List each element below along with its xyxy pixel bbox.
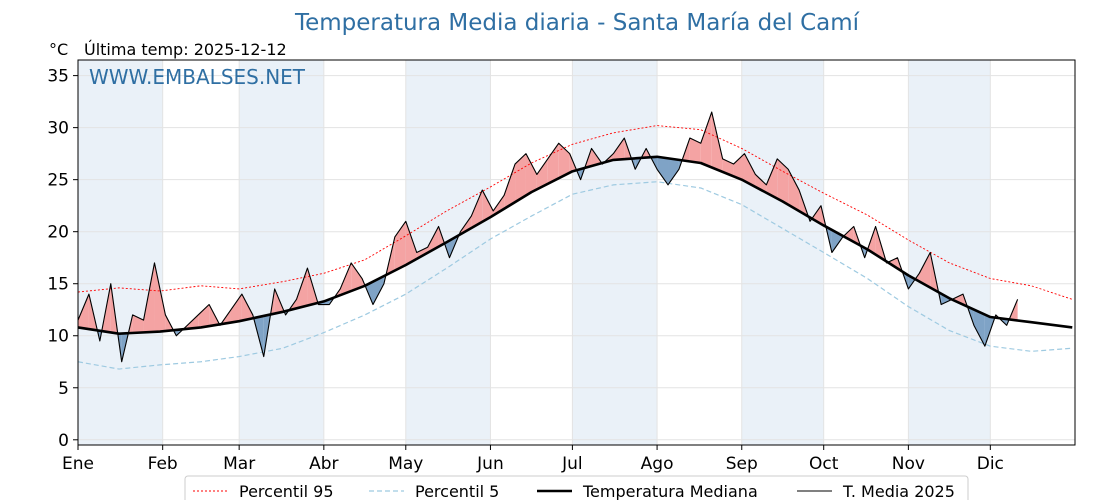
x-tick-label: Feb [148, 454, 178, 474]
x-axis: Ene Feb Mar Abr May Jun Jul Ago Sep Oct Nov Dic [62, 445, 1004, 474]
y-axis: 0 5 10 15 20 25 30 35 [47, 67, 78, 451]
fill-above-median [711, 112, 723, 172]
fill-above-median [788, 169, 800, 212]
median-line [77, 155, 1073, 335]
y-tick-label: 25 [47, 171, 69, 191]
x-tick-label: Nov [892, 454, 925, 474]
fill-above-median [340, 262, 352, 296]
fill-above-median [405, 221, 417, 265]
watermark-text: WWW.EMBALSES.NET [89, 65, 306, 89]
fill-below-median [973, 309, 985, 347]
y-tick-label: 15 [47, 275, 69, 295]
month-band-nov [908, 60, 991, 445]
fill-above-median [733, 153, 745, 182]
fill-above-median [515, 153, 526, 203]
legend-label: Percentil 95 [239, 482, 334, 500]
series-lines [77, 111, 1073, 370]
legend-label: T. Media 2025 [842, 482, 955, 500]
fill-below-median [657, 156, 669, 185]
x-tick-label: Sep [726, 454, 758, 474]
y-tick-label: 20 [47, 223, 69, 243]
fill-above-median [547, 143, 559, 184]
legend-label: Temperatura Mediana [582, 482, 758, 500]
x-tick-label: Jul [561, 454, 583, 474]
year-2025-line [77, 111, 1019, 363]
fill-above-median [154, 262, 166, 332]
month-band-sep [741, 60, 824, 445]
fill-above-median [482, 190, 494, 222]
fill-above-median [143, 262, 155, 333]
y-tick-label: 10 [47, 327, 69, 347]
month-band-ene [78, 60, 163, 445]
x-tick-label: Abr [309, 454, 338, 474]
fill-above-median [241, 294, 253, 321]
last-temp-label: Última temp: 2025-12-12 [84, 40, 287, 59]
fill-above-median [700, 112, 712, 168]
chart-title: Temperatura Media diaria - Santa María d… [294, 10, 860, 36]
p5-line [77, 181, 1073, 370]
x-tick-label: Jun [476, 454, 504, 474]
fill-above-median [843, 226, 854, 242]
x-tick-label: May [388, 454, 423, 474]
fill-above-median [78, 294, 89, 330]
fill-above-median [744, 153, 756, 187]
fill-above-median [471, 190, 483, 229]
y-tick-label: 0 [58, 431, 69, 451]
legend-label: Percentil 5 [415, 482, 499, 500]
fill-above-median [427, 226, 439, 253]
fill-above-median [689, 138, 701, 164]
x-tick-label: Oct [809, 454, 839, 474]
month-bands [78, 60, 991, 445]
y-tick-label: 30 [47, 119, 69, 139]
y-tick-label: 5 [58, 379, 69, 399]
y-tick-label: 35 [47, 67, 69, 87]
unit-label: °C [49, 40, 68, 59]
fill-above-median [230, 294, 242, 323]
p95-line [77, 125, 1073, 300]
fill-below-median [668, 158, 679, 185]
month-band-mar [239, 60, 324, 445]
legend: Percentil 95 Percentil 5 Temperatura Media… [184, 475, 969, 500]
fill-above-median [919, 252, 931, 288]
fill-above-median [198, 304, 210, 328]
fill-above-median [187, 314, 199, 329]
fill-below-median [373, 276, 384, 305]
x-tick-label: Ene [62, 454, 94, 474]
fill-above-median [613, 138, 625, 160]
month-band-jul [572, 60, 658, 445]
x-tick-label: Ago [641, 454, 674, 474]
fill-above-median [504, 164, 516, 209]
fill-above-median [351, 262, 363, 291]
plot-frame [77, 59, 1076, 446]
fill-above-median [766, 158, 778, 199]
legend-box [184, 475, 969, 500]
fill-above-median [296, 268, 308, 309]
fill-above-median [536, 158, 548, 190]
x-tick-label: Dic [977, 454, 1004, 474]
fill-above-median [558, 143, 570, 179]
x-tick-label: Mar [223, 454, 255, 474]
